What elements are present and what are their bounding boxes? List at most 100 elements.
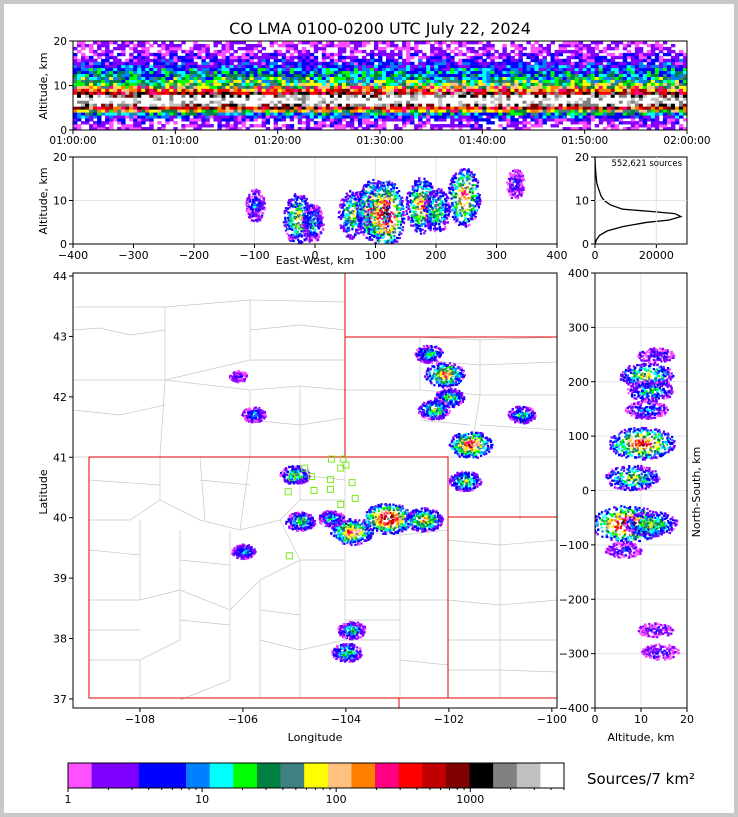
altitude-time-cell bbox=[678, 61, 684, 66]
altitude-time-cell bbox=[125, 127, 130, 130]
altitude-time-cell bbox=[382, 103, 387, 107]
altitude-time-cell bbox=[490, 103, 495, 107]
altitude-time-cell bbox=[390, 58, 395, 63]
altitude-time-cell bbox=[285, 109, 291, 113]
altitude-time-cell bbox=[145, 88, 150, 92]
altitude-time-cell bbox=[630, 121, 636, 125]
altitude-time-cell bbox=[594, 85, 600, 89]
altitude-time-cell bbox=[474, 100, 479, 104]
altitude-time-cell bbox=[658, 106, 664, 110]
altitude-time-cell bbox=[466, 115, 471, 119]
altitude-time-cell bbox=[209, 97, 214, 101]
altitude-time-cell bbox=[301, 91, 307, 95]
altitude-time-cell bbox=[670, 67, 676, 72]
altitude-time-cell bbox=[494, 76, 499, 80]
altitude-time-cell bbox=[450, 121, 455, 125]
altitude-time-cell bbox=[185, 61, 190, 66]
altitude-time-cell bbox=[582, 97, 588, 101]
altitude-time-cell bbox=[117, 82, 122, 86]
altitude-time-cell bbox=[293, 76, 299, 80]
altitude-time-cell bbox=[618, 91, 624, 95]
altitude-time-cell bbox=[610, 112, 616, 116]
altitude-time-cell bbox=[466, 118, 471, 122]
altitude-time-cell bbox=[349, 61, 355, 66]
altitude-time-cell bbox=[137, 43, 142, 48]
altitude-time-cell bbox=[181, 49, 186, 54]
altitude-time-cell bbox=[105, 88, 110, 92]
altitude-time-cell bbox=[337, 46, 343, 51]
altitude-time-cell bbox=[614, 46, 620, 51]
altitude-time-cell bbox=[454, 76, 459, 80]
altitude-time-cell bbox=[422, 67, 427, 72]
altitude-time-cell bbox=[285, 85, 291, 89]
altitude-time-cell bbox=[317, 82, 323, 86]
altitude-time-cell bbox=[542, 55, 547, 60]
altitude-time-cell bbox=[502, 61, 507, 66]
altitude-time-cell bbox=[470, 124, 475, 128]
altitude-time-cell bbox=[345, 103, 351, 107]
altitude-time-cell bbox=[305, 115, 311, 119]
altitude-time-cell bbox=[478, 118, 483, 122]
altitude-time-cell bbox=[89, 115, 94, 119]
altitude-time-cell bbox=[422, 97, 427, 101]
altitude-time-cell bbox=[418, 94, 423, 98]
altitude-time-cell bbox=[554, 64, 559, 69]
altitude-time-cell bbox=[221, 46, 226, 51]
altitude-time-cell bbox=[201, 76, 206, 80]
altitude-time-cell bbox=[73, 73, 78, 77]
altitude-time-cell bbox=[674, 76, 680, 80]
altitude-time-cell bbox=[458, 121, 463, 125]
altitude-time-cell bbox=[81, 94, 86, 98]
altitude-time-cell bbox=[514, 64, 519, 69]
altitude-time-cell bbox=[590, 49, 596, 54]
altitude-time-cell bbox=[466, 67, 471, 72]
altitude-time-cell bbox=[269, 55, 275, 60]
altitude-time-cell bbox=[514, 106, 519, 110]
altitude-time-cell bbox=[586, 103, 592, 107]
altitude-time-cell bbox=[438, 97, 443, 101]
altitude-time-cell bbox=[390, 41, 395, 45]
altitude-time-cell bbox=[434, 94, 439, 98]
altitude-time-cell bbox=[93, 100, 98, 104]
altitude-eastwest-mark bbox=[342, 230, 345, 233]
altitude-time-cell bbox=[241, 55, 246, 60]
altitude-time-cell bbox=[169, 41, 174, 45]
altitude-time-cell bbox=[249, 112, 254, 116]
altitude-time-cell bbox=[121, 61, 126, 66]
altitude-time-cell bbox=[157, 112, 162, 116]
altitude-time-cell bbox=[105, 127, 110, 130]
altitude-time-cell bbox=[550, 64, 555, 69]
altitude-time-cell bbox=[622, 79, 628, 83]
altitude-time-cell bbox=[442, 85, 447, 89]
altitude-time-cell bbox=[113, 76, 118, 80]
altitude-time-cell bbox=[285, 91, 291, 95]
altitude-time-cell bbox=[410, 64, 415, 69]
altitude-time-cell bbox=[586, 61, 592, 66]
altitude-time-cell bbox=[442, 112, 447, 116]
altitude-eastwest-mark bbox=[313, 214, 317, 217]
altitude-time-cell bbox=[177, 106, 182, 110]
altitude-time-cell bbox=[349, 52, 355, 57]
altitude-time-cell bbox=[666, 58, 672, 63]
altitude-time-cell bbox=[506, 82, 511, 86]
altitude-time-cell bbox=[101, 127, 106, 130]
altitude-time-cell bbox=[582, 67, 588, 72]
altitude-time-cell bbox=[422, 64, 427, 69]
altitude-time-cell bbox=[450, 79, 455, 83]
altitude-time-cell bbox=[546, 43, 551, 48]
altitude-time-cell bbox=[586, 118, 592, 122]
altitude-time-cell bbox=[566, 118, 572, 122]
altitude-time-cell bbox=[253, 85, 258, 89]
altitude-eastwest-mark bbox=[342, 204, 345, 207]
altitude-time-cell bbox=[237, 127, 242, 130]
altitude-time-cell bbox=[426, 103, 431, 107]
altitude-time-cell bbox=[462, 103, 467, 107]
altitude-time-cell bbox=[285, 106, 291, 110]
altitude-time-cell bbox=[614, 118, 620, 122]
altitude-time-cell bbox=[458, 124, 463, 128]
altitude-time-cell bbox=[486, 79, 491, 83]
altitude-time-cell bbox=[506, 58, 511, 63]
altitude-time-cell bbox=[470, 91, 475, 95]
altitude-time-cell bbox=[113, 85, 118, 89]
altitude-eastwest-mark bbox=[299, 209, 303, 212]
